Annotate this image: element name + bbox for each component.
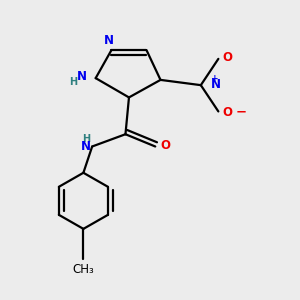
Text: N: N — [81, 140, 91, 153]
Text: N: N — [211, 78, 220, 91]
Text: O: O — [222, 106, 232, 119]
Text: H: H — [70, 76, 78, 87]
Text: −: − — [236, 106, 247, 119]
Text: +: + — [211, 74, 218, 83]
Text: N: N — [77, 70, 87, 83]
Text: O: O — [222, 51, 232, 64]
Text: O: O — [160, 139, 170, 152]
Text: H: H — [82, 134, 90, 144]
Text: CH₃: CH₃ — [73, 263, 94, 276]
Text: N: N — [103, 34, 114, 47]
